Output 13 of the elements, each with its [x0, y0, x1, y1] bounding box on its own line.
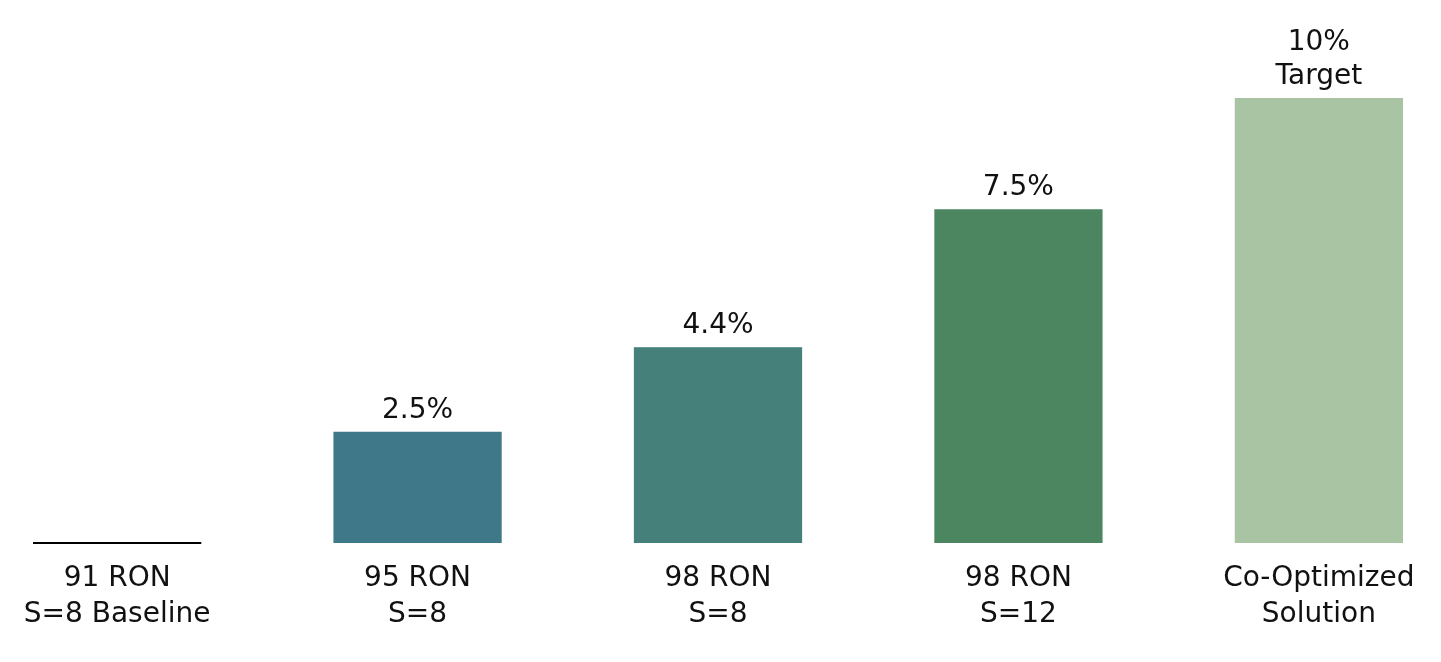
x-tick-label: 98 RON S=12 — [964, 560, 1072, 629]
data-label: 4.4% — [682, 307, 754, 341]
x-tick-label: 98 RON S=8 — [664, 560, 772, 629]
bar — [333, 431, 502, 543]
bar — [1234, 98, 1403, 543]
data-label: 10% Target — [1274, 24, 1363, 91]
x-tick-label: 95 RON S=8 — [364, 560, 472, 629]
data-label: 7.5% — [982, 169, 1054, 203]
bar — [633, 347, 803, 543]
x-tick-label: 91 RON S=8 Baseline — [23, 560, 211, 629]
bar — [934, 209, 1103, 543]
x-tick-label: Co-Optimized Solution — [1223, 560, 1415, 629]
data-label: 2.5% — [382, 391, 454, 425]
